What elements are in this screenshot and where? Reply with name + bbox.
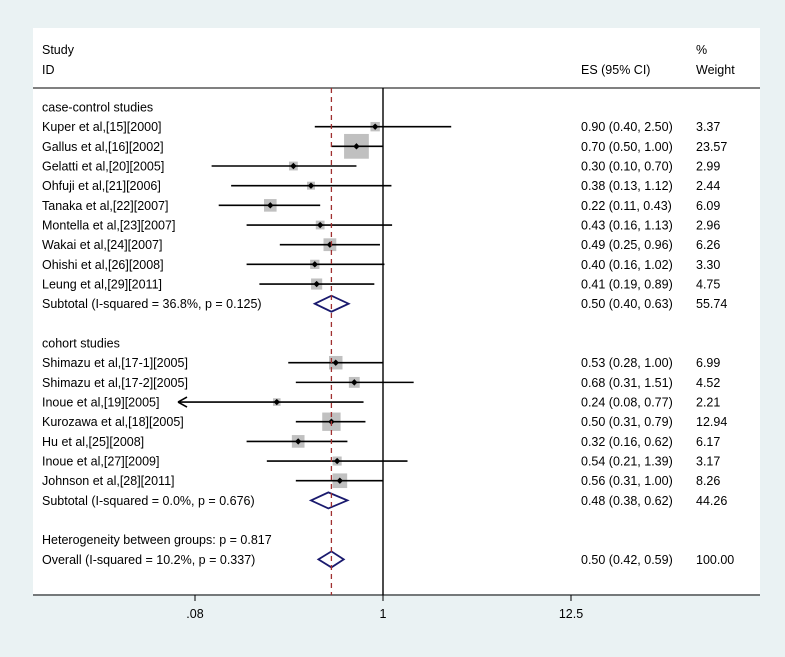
study-label: Tanaka et al,[22][2007]: [42, 199, 168, 213]
weight-value: 4.52: [696, 376, 720, 390]
study-label: Inoue et al,[19][2005]: [42, 396, 159, 410]
weight-value: 8.26: [696, 474, 720, 488]
weight-value: 6.17: [696, 435, 720, 449]
study-label: Johnson et al,[28][2011]: [42, 474, 175, 488]
point-estimate: [313, 280, 320, 288]
x-tick-label: 12.5: [559, 607, 583, 621]
study-label: Gelatti et al,[20][2005]: [42, 160, 164, 174]
ci-arrow-left: [177, 396, 188, 408]
weight-value: 3.30: [696, 258, 720, 272]
es-ci-value: 0.70 (0.50, 1.00): [581, 140, 673, 154]
subtotal-weight: 44.26: [696, 494, 727, 508]
study-label: Wakai et al,[24][2007]: [42, 238, 162, 252]
point-estimate: [311, 261, 318, 268]
point-estimate: [353, 143, 360, 150]
weight-value: 6.09: [696, 199, 720, 213]
es-ci-value: 0.38 (0.13, 1.12): [581, 179, 673, 193]
study-label: Shimazu et al,[17-1][2005]: [42, 356, 188, 370]
weight-value: 6.99: [696, 356, 720, 370]
weight-value: 4.75: [696, 278, 720, 292]
study-label: Kuper et al,[15][2000]: [42, 120, 162, 134]
weight-value: 2.96: [696, 219, 720, 233]
point-estimate: [371, 123, 379, 130]
study-label: Inoue et al,[27][2009]: [42, 455, 159, 469]
es-ci-value: 0.53 (0.28, 1.00): [581, 356, 673, 370]
x-tick-label: .08: [186, 607, 203, 621]
point-estimate: [267, 202, 274, 209]
es-ci-value: 0.41 (0.19, 0.89): [581, 278, 673, 292]
group-heading: case-control studies: [42, 101, 153, 115]
header-es: ES (95% CI): [581, 63, 650, 77]
es-ci-value: 0.30 (0.10, 0.70): [581, 160, 673, 174]
es-ci-value: 0.50 (0.31, 0.79): [581, 415, 673, 429]
es-ci-value: 0.68 (0.31, 1.51): [581, 376, 673, 390]
study-label: Ohishi et al,[26][2008]: [42, 258, 164, 272]
point-estimate: [336, 477, 344, 484]
study-label: Ohfuji et al,[21][2006]: [42, 179, 161, 193]
es-ci-value: 0.56 (0.31, 1.00): [581, 474, 673, 488]
study-label: Shimazu et al,[17-2][2005]: [42, 376, 188, 390]
weight-value: 12.94: [696, 415, 727, 429]
es-ci-value: 0.54 (0.21, 1.39): [581, 455, 673, 469]
weight-value: 2.21: [696, 396, 720, 410]
plot-area: [33, 28, 760, 594]
study-label: Leung et al,[29][2011]: [42, 278, 162, 292]
weight-value: 6.26: [696, 238, 720, 252]
subtotal-weight: 55.74: [696, 297, 727, 311]
study-label: Hu et al,[25][2008]: [42, 435, 144, 449]
subtotal-label: Subtotal (I-squared = 36.8%, p = 0.125): [42, 297, 262, 311]
study-label: Montella et al,[23][2007]: [42, 219, 175, 233]
point-estimate: [273, 398, 280, 406]
es-ci-value: 0.49 (0.25, 0.96): [581, 238, 673, 252]
subtotal-es-ci: 0.50 (0.40, 0.63): [581, 297, 673, 311]
point-estimate: [326, 241, 334, 248]
subtotal-diamond: [312, 294, 351, 313]
es-ci-value: 0.40 (0.16, 1.02): [581, 258, 673, 272]
header-study: Study: [42, 43, 75, 57]
point-estimate: [351, 379, 358, 386]
heterogeneity-text: Heterogeneity between groups: p = 0.817: [42, 533, 272, 547]
es-ci-value: 0.90 (0.40, 2.50): [581, 120, 673, 134]
overall-weight: 100.00: [696, 553, 734, 567]
es-ci-value: 0.32 (0.16, 0.62): [581, 435, 673, 449]
study-label: Kurozawa et al,[18][2005]: [42, 415, 184, 429]
point-estimate: [333, 457, 341, 465]
point-estimate: [290, 162, 297, 170]
x-tick-label: 1: [380, 607, 387, 621]
header-id: ID: [42, 63, 55, 77]
subtotal-diamond: [308, 491, 350, 510]
point-estimate: [307, 182, 315, 189]
weight-value: 3.37: [696, 120, 720, 134]
weight-value: 2.44: [696, 179, 720, 193]
subtotal-label: Subtotal (I-squared = 0.0%, p = 0.676): [42, 494, 255, 508]
overall-label: Overall (I-squared = 10.2%, p = 0.337): [42, 553, 255, 567]
overall-es-ci: 0.50 (0.42, 0.59): [581, 553, 673, 567]
es-ci-value: 0.43 (0.16, 1.13): [581, 219, 673, 233]
weight-value: 3.17: [696, 455, 720, 469]
point-estimate: [316, 221, 324, 229]
weight-value: 2.99: [696, 160, 720, 174]
es-ci-value: 0.24 (0.08, 0.77): [581, 396, 673, 410]
point-estimate: [294, 438, 302, 445]
subtotal-es-ci: 0.48 (0.38, 0.62): [581, 494, 673, 508]
study-label: Gallus et al,[16][2002]: [42, 140, 164, 154]
group-heading: cohort studies: [42, 337, 120, 351]
point-estimate: [332, 359, 339, 366]
es-ci-value: 0.22 (0.11, 0.43): [581, 199, 672, 213]
weight-value: 23.57: [696, 140, 727, 154]
header-weight: Weight: [696, 63, 735, 77]
header-weight-percent: %: [696, 43, 707, 57]
